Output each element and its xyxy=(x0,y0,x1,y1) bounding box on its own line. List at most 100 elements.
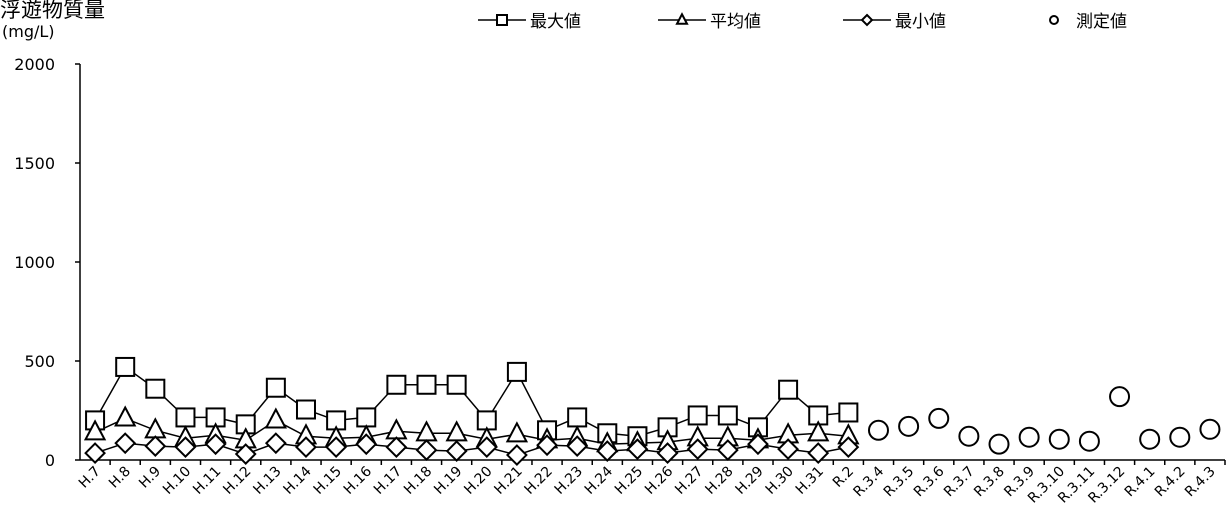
data-point-circle xyxy=(1199,418,1221,440)
data-point-square xyxy=(295,399,316,420)
x-tick-labels: H.7 H.8 H.9H.10H.11H.12H.13H.14H.15H.16H.1… xyxy=(76,463,1219,506)
data-point-triangle xyxy=(505,421,529,443)
data-point-diamond xyxy=(355,433,378,456)
x-tick-label: R.4.2 xyxy=(1152,464,1189,501)
x-tick-label: R.3.4 xyxy=(851,463,888,500)
data-point-square xyxy=(506,361,527,382)
data-point-triangle xyxy=(807,420,830,442)
x-tick-label: H.31 xyxy=(793,464,827,498)
data-point-triangle xyxy=(264,407,288,429)
x-tick-label: R.3.7 xyxy=(941,464,978,501)
x-tick-label: H.21 xyxy=(491,464,525,498)
x-tick-label: H.11 xyxy=(190,464,224,498)
y-tick-label: 1500 xyxy=(14,154,55,173)
y-tick-labels: 0 500 1000 1500 2000 xyxy=(14,55,55,470)
data-point-triangle xyxy=(83,419,107,441)
data-point-diamond xyxy=(234,443,257,465)
x-tick-label: H.13 xyxy=(250,464,284,498)
legend-item-1: 最大値 xyxy=(478,12,581,32)
data-point-diamond xyxy=(325,436,348,459)
x-tick-label: H.20 xyxy=(461,464,495,498)
data-point-diamond xyxy=(536,434,558,457)
x-tick-label: H.29 xyxy=(732,464,766,498)
data-point-circle xyxy=(928,407,950,429)
data-point-circle xyxy=(1139,428,1161,450)
legend-label: 平均値 xyxy=(710,12,761,32)
x-tick-label: H.22 xyxy=(522,464,556,498)
legend-item-2: 平均値 xyxy=(658,12,761,32)
data-point-diamond xyxy=(807,442,830,464)
x-tick-label: H.7 xyxy=(76,464,104,492)
data-point-diamond xyxy=(385,436,408,459)
data-point-diamond xyxy=(174,436,197,459)
legend-label: 最小値 xyxy=(895,12,946,32)
legend-marker-diamond xyxy=(860,13,874,27)
data-point-diamond xyxy=(144,435,167,458)
data-point-circle xyxy=(958,425,980,447)
y-tick-label: 1000 xyxy=(14,253,55,272)
series-markers xyxy=(83,356,1221,466)
data-point-circle xyxy=(1109,386,1131,408)
data-point-diamond xyxy=(114,432,137,455)
x-tick-label: R.3.5 xyxy=(881,464,918,501)
data-point-circle xyxy=(1169,426,1191,448)
x-tick-label: H.26 xyxy=(642,463,676,497)
x-tick-label: H.17 xyxy=(371,464,405,498)
x-tick-label: H.14 xyxy=(280,463,314,497)
data-point-triangle xyxy=(445,420,468,442)
data-point-diamond xyxy=(264,432,287,455)
data-point-diamond xyxy=(84,442,106,464)
data-point-diamond xyxy=(415,439,438,462)
data-point-circle xyxy=(898,415,920,437)
x-tick-label: H.8 xyxy=(106,464,134,492)
y-tick-label: 0 xyxy=(45,451,55,470)
x-tick-label: H.16 xyxy=(341,463,375,497)
x-tick-label: R.4.1 xyxy=(1122,464,1159,501)
data-point-diamond xyxy=(505,444,528,466)
data-point-diamond xyxy=(626,438,649,461)
x-tick-label: R.3.8 xyxy=(971,464,1008,501)
data-point-diamond xyxy=(596,440,619,463)
data-point-diamond xyxy=(777,438,800,461)
x-tick-label: H.27 xyxy=(672,464,706,498)
data-point-square xyxy=(717,405,738,426)
y-axis-unit-label: (mg/L) xyxy=(2,22,55,41)
data-point-diamond xyxy=(656,442,679,464)
legend-label: 測定値 xyxy=(1076,12,1127,32)
data-point-diamond xyxy=(566,435,589,458)
data-point-diamond xyxy=(445,440,468,463)
legend-marker-square xyxy=(496,14,508,26)
data-point-diamond xyxy=(204,433,227,456)
data-point-square xyxy=(356,407,377,428)
data-point-square xyxy=(567,407,588,428)
data-point-diamond xyxy=(686,438,709,461)
data-point-circle xyxy=(1048,428,1070,450)
data-point-triangle xyxy=(114,405,137,427)
legend-marker-circle xyxy=(1049,15,1059,25)
data-point-square xyxy=(687,405,708,426)
data-point-triangle xyxy=(385,418,408,440)
data-point-square xyxy=(145,378,166,399)
data-point-square xyxy=(838,402,859,423)
x-tick-label: R.3.6 xyxy=(911,463,948,500)
data-point-circle xyxy=(988,433,1010,455)
data-point-square xyxy=(175,407,196,428)
data-point-diamond xyxy=(295,436,317,459)
data-point-square xyxy=(416,374,437,395)
legend-marker-triangle xyxy=(675,12,689,25)
x-tick-label: H.28 xyxy=(702,464,736,498)
axes xyxy=(75,63,1226,465)
data-point-square xyxy=(778,379,799,400)
chart-title: 浮遊物質量 xyxy=(0,0,105,22)
y-tick-label: 500 xyxy=(24,352,55,371)
legend-item-4: 測定値 xyxy=(1049,12,1127,32)
x-tick-label: R.4.3 xyxy=(1182,464,1219,501)
data-point-diamond xyxy=(747,433,769,456)
x-tick-label: H.10 xyxy=(160,464,194,498)
data-point-diamond xyxy=(475,436,498,459)
data-point-square xyxy=(115,356,136,377)
data-point-circle xyxy=(1078,430,1100,452)
data-point-triangle xyxy=(415,420,438,442)
data-point-circle xyxy=(1018,426,1040,448)
